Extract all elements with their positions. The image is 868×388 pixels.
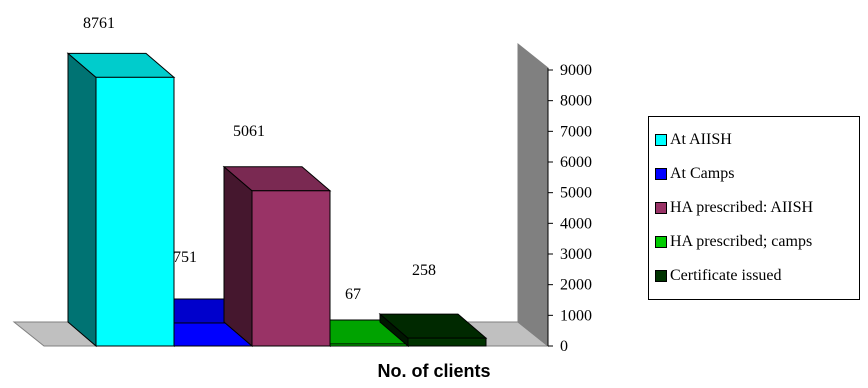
data-label: 67 [345, 286, 361, 303]
y-tick-label: 2000 [560, 277, 592, 294]
legend-swatch [655, 134, 667, 146]
bar-front [251, 190, 331, 347]
data-label: 5061 [233, 123, 265, 140]
legend-swatch [655, 168, 667, 180]
y-tick-label: 9000 [560, 62, 592, 79]
bar-4 [378, 313, 488, 348]
legend-item: At Camps [655, 157, 853, 191]
data-labels: 8761 751 5061 67 258 [83, 15, 436, 303]
y-tick-label: 4000 [560, 215, 592, 232]
bars [66, 52, 488, 348]
y-tick-label: 7000 [560, 123, 592, 140]
legend-swatch [655, 202, 667, 214]
legend-label: At Camps [670, 165, 735, 182]
legend-swatch [655, 270, 667, 282]
y-tick-label: 3000 [560, 246, 592, 263]
data-label: 751 [173, 249, 197, 266]
y-tick-label: 5000 [560, 185, 592, 202]
legend-item: At AIISH [655, 123, 853, 157]
y-tick-label: 1000 [560, 307, 592, 324]
bar-side [67, 52, 97, 348]
bar-2 [222, 165, 332, 348]
data-label: 258 [412, 262, 436, 279]
bar-front [95, 76, 175, 347]
legend-label: Certificate issued [670, 267, 782, 284]
y-tick-label: 8000 [560, 93, 592, 110]
data-label: 8761 [83, 15, 115, 32]
side-wall [517, 42, 549, 348]
legend-item: HA prescribed: AIISH [655, 191, 853, 225]
legend-swatch [655, 236, 667, 248]
legend-item: Certificate issued [655, 259, 853, 293]
legend-label: At AIISH [670, 131, 732, 148]
chart-back-wall [517, 42, 549, 348]
legend-label: HA prescribed: AIISH [670, 199, 814, 216]
y-tick-label: 0 [560, 338, 568, 355]
legend-label: HA prescribed; camps [670, 233, 813, 250]
bar-front [407, 337, 487, 347]
y-tick-label: 6000 [560, 154, 592, 171]
y-axis: 0 1000 2000 3000 4000 5000 6000 7000 8000 9000 [547, 62, 592, 355]
x-axis-title: No. of clients [377, 361, 491, 381]
bar-side [223, 165, 253, 348]
bar-front [329, 343, 409, 347]
bar-0 [66, 52, 176, 348]
legend-item: HA prescribed; camps [655, 225, 853, 259]
legend: At AIISH At Camps HA prescribed: AIISH HA p… [648, 116, 860, 300]
